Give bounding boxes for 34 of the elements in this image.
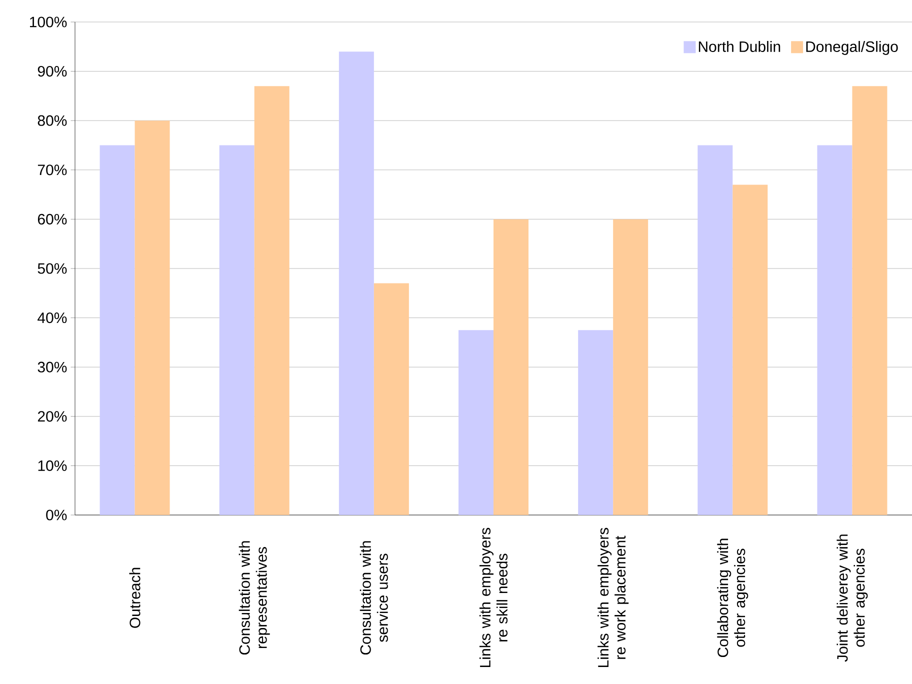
y-tick-label: 50% — [38, 263, 67, 274]
bar — [494, 219, 529, 515]
bar — [458, 330, 494, 515]
y-tick-label: 60% — [38, 214, 67, 224]
y-tick-label: 40% — [38, 312, 67, 324]
x-tick-label: Joint deliverey with other agencies — [836, 534, 868, 662]
y-tick-label: 80% — [38, 115, 67, 126]
bar — [219, 145, 254, 515]
x-tick-label: Outreach — [129, 568, 140, 628]
y-tick-label: 10% — [38, 460, 67, 472]
y-tick-label: 70% — [38, 164, 67, 176]
y-tick-label: 90% — [38, 66, 67, 77]
bar — [732, 184, 768, 515]
bar — [254, 86, 290, 515]
y-tick-label: 20% — [38, 411, 67, 422]
x-tick-label: Consultation with representatives — [238, 541, 270, 655]
x-tick-label: Consultation with service users — [360, 541, 388, 655]
bar — [698, 145, 733, 515]
bar — [852, 86, 888, 515]
bar — [338, 52, 374, 515]
bar — [613, 219, 648, 515]
legend-label: Donegal/Sligo — [806, 40, 898, 55]
bar — [134, 120, 170, 515]
y-tick-label: 0% — [46, 510, 67, 520]
x-tick-label: Collaborating with other agencies — [717, 538, 748, 658]
x-tick-label: Links with employers re skill needs — [479, 528, 508, 667]
bar — [817, 145, 852, 515]
y-tick-label: 100% — [30, 16, 67, 28]
bar — [578, 330, 614, 515]
legend-label: North Dublin — [698, 40, 780, 52]
bar — [374, 283, 409, 515]
y-tick-label: 30% — [38, 362, 67, 372]
bar — [100, 145, 135, 515]
x-tick-label: Links with employers re work placement — [598, 528, 629, 667]
